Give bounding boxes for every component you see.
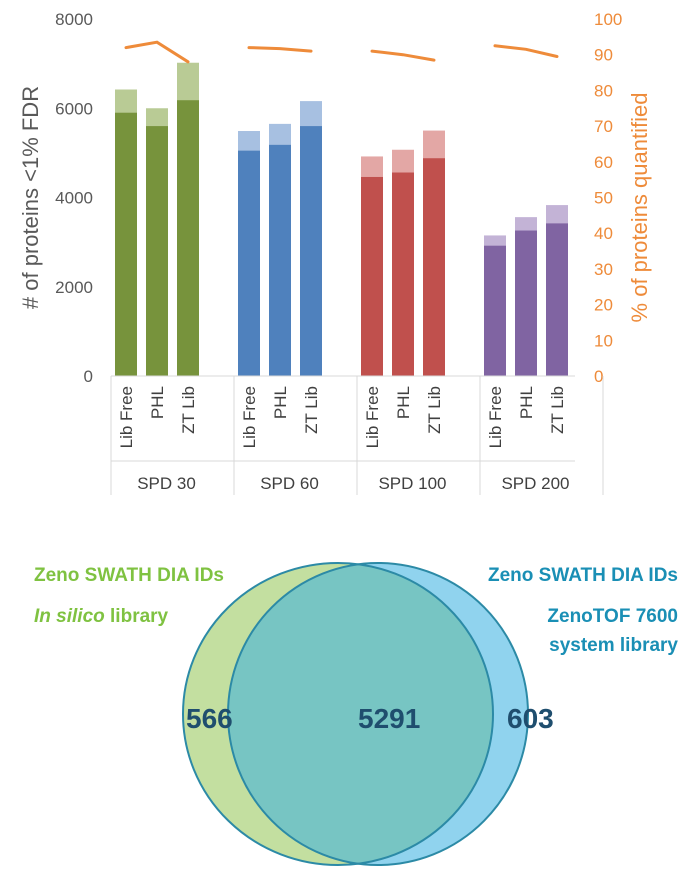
y-right-tick-label: 20 — [594, 296, 613, 315]
right-set-line3: system library — [549, 635, 678, 656]
overlap-count: 5291 — [358, 703, 421, 734]
bar-quantified — [115, 112, 137, 377]
right-set-title: Zeno SWATH DIA IDs — [488, 565, 678, 586]
bar-quantified — [392, 172, 414, 376]
right-set-line2: ZenoTOF 7600 — [547, 606, 678, 627]
chart-axes: 0 2000 4000 6000 8000 0 10 20 30 40 50 60 70 80 90 100 #… — [18, 10, 652, 386]
chart-bars — [115, 62, 568, 377]
pct-quantified-line — [124, 40, 190, 64]
category-tick-label: Lib Free — [486, 386, 505, 448]
y-left-tick-label: 2000 — [55, 278, 93, 297]
y-right-tick-label: 80 — [594, 81, 613, 100]
category-tick-label: ZT Lib — [548, 386, 567, 434]
pct-quantified-line — [370, 49, 436, 62]
venn-shapes — [182, 562, 529, 866]
y-right-tick-label: 90 — [594, 46, 613, 65]
bar-chart: 0 2000 4000 6000 8000 0 10 20 30 40 50 60 70 80 90 100 #… — [18, 10, 652, 495]
category-tick-label: ZT Lib — [302, 386, 321, 434]
y-left-tick-label: 6000 — [55, 99, 93, 118]
right-set-outline — [227, 562, 529, 866]
y-right-tick-label: 70 — [594, 117, 613, 136]
bar-quantified — [238, 150, 260, 376]
category-tick-label: PHL — [271, 386, 290, 419]
category-tick-label: Lib Free — [363, 386, 382, 448]
category-tick-label: ZT Lib — [425, 386, 444, 434]
category-tick-label: PHL — [148, 386, 167, 419]
category-tick-label: PHL — [517, 386, 536, 419]
y-right-tick-label: 50 — [594, 189, 613, 208]
group-label: SPD 100 — [378, 474, 446, 493]
y-left-tick-label: 0 — [84, 367, 93, 386]
y-right-tick-label: 0 — [594, 367, 603, 386]
left-set-outline — [182, 562, 494, 866]
y-right-tick-label: 60 — [594, 153, 613, 172]
bar-quantified — [177, 100, 199, 376]
bar-quantified — [423, 158, 445, 376]
y-right-axis-title: % of proteins quantified — [627, 93, 652, 323]
y-right-tick-label: 40 — [594, 224, 613, 243]
bar-quantified — [269, 144, 291, 376]
left-only-count: 566 — [186, 703, 233, 734]
category-tick-label: PHL — [394, 386, 413, 419]
overlap-region — [228, 563, 493, 865]
y-right-tick-label: 10 — [594, 331, 613, 350]
bar-quantified — [146, 126, 168, 376]
right-only-count: 603 — [507, 703, 554, 734]
group-label: SPD 60 — [260, 474, 319, 493]
group-label: SPD 30 — [137, 474, 196, 493]
pct-quantified-line — [247, 46, 313, 53]
y-left-axis-title: # of proteins <1% FDR — [18, 86, 43, 309]
y-right-tick-label: 30 — [594, 260, 613, 279]
bar-quantified — [546, 223, 568, 376]
left-set-title: Zeno SWATH DIA IDs — [34, 565, 224, 586]
left-set-subtitle: In silico library — [34, 604, 168, 630]
category-tick-label: Lib Free — [240, 386, 259, 448]
category-tick-label: ZT Lib — [179, 386, 198, 434]
bar-quantified — [361, 176, 383, 376]
bar-quantified — [515, 230, 537, 376]
category-tick-label: Lib Free — [117, 386, 136, 448]
group-label: SPD 200 — [501, 474, 569, 493]
bar-quantified — [484, 245, 506, 376]
left-set-subtitle-italic: In silico — [34, 606, 105, 627]
y-left-tick-label: 4000 — [55, 189, 93, 208]
bar-quantified — [300, 126, 322, 376]
y-left-tick-label: 8000 — [55, 10, 93, 29]
category-axis: Lib Free PHL ZT Lib SPD 30 Lib Free PHL ZT Lib… — [110, 375, 604, 495]
left-set-subtitle-rest: library — [104, 606, 169, 627]
pct-quantified-line — [493, 44, 559, 58]
y-right-tick-label: 100 — [594, 10, 622, 29]
chart-lines — [124, 40, 559, 64]
